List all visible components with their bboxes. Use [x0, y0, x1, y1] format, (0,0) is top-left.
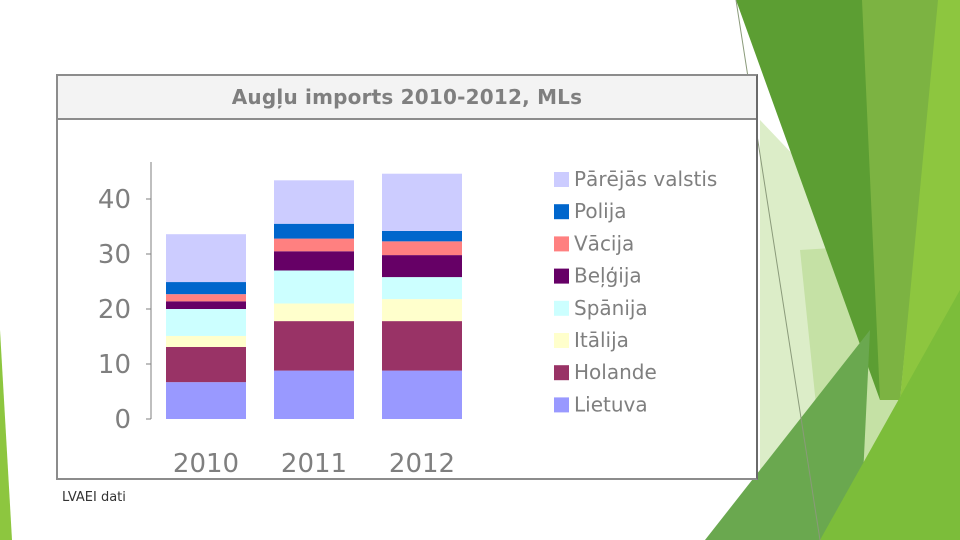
bar-segment — [166, 294, 246, 302]
bar-segment — [166, 309, 246, 336]
legend-swatch — [554, 365, 569, 381]
x-tick-label: 2012 — [389, 449, 455, 478]
bar-segment — [274, 321, 354, 371]
x-tick-label: 2010 — [173, 449, 239, 478]
bar-segment — [274, 238, 354, 252]
y-tick-label: 20 — [98, 295, 131, 325]
legend-swatch — [554, 397, 569, 413]
bar-segment — [382, 299, 462, 322]
legend-label: Itālija — [574, 328, 629, 352]
bar-segment — [166, 382, 246, 419]
bar-segment — [382, 370, 462, 419]
bar-segment — [382, 321, 462, 371]
olive-green-shape — [862, 0, 940, 400]
bar-segment — [274, 370, 354, 419]
chart-title: Augļu imports 2010-2012, MLs — [231, 85, 583, 109]
mid-green-shape — [705, 330, 870, 540]
y-tick-label: 40 — [98, 185, 131, 215]
bar-segment — [166, 301, 246, 309]
legend-swatch — [554, 204, 569, 220]
dark-green-shape — [736, 0, 895, 400]
chart-plot: 0 10 20 30 40 2010 2011 2012 Pārējās valstis Poli… — [98, 162, 717, 478]
bar-segment — [382, 277, 462, 300]
bar-segment — [274, 303, 354, 322]
bar-segment — [274, 270, 354, 304]
bar-segment — [166, 234, 246, 283]
x-tick-label: 2011 — [281, 449, 347, 478]
legend-label: Polija — [574, 199, 627, 223]
bar-segment — [274, 251, 354, 271]
legend-swatch — [554, 172, 569, 187]
bar-segment — [274, 180, 354, 224]
y-tick-label: 0 — [114, 405, 131, 435]
legend-swatch — [554, 236, 569, 252]
legend-swatch — [554, 300, 569, 316]
bar-segment — [166, 346, 246, 383]
legend-swatch — [554, 333, 569, 348]
legend-label: Beļģija — [574, 264, 642, 288]
chart-title-bar: Augļu imports 2010-2012, MLs — [58, 76, 756, 120]
legend-label: Lietuva — [574, 392, 648, 416]
legend-label: Spānija — [574, 296, 648, 320]
bar-segment — [382, 230, 462, 242]
bar-segment — [382, 173, 462, 231]
bar-segment — [166, 282, 246, 295]
bar-segment — [274, 223, 354, 239]
left-green-triangle — [0, 330, 12, 540]
legend-label: Holande — [574, 360, 657, 384]
y-tick-label: 30 — [98, 240, 131, 270]
legend-label: Pārējās valstis — [574, 167, 717, 191]
y-tick-label: 10 — [98, 350, 131, 380]
bar-segment — [382, 241, 462, 256]
bar-segment — [382, 255, 462, 278]
front-green-shape — [820, 290, 960, 540]
legend-label: Vācija — [574, 231, 634, 255]
chart-frame: 0 10 20 30 40 2010 2011 2012 Pārējās valstis Poli… — [56, 74, 758, 480]
legend-swatch — [554, 268, 569, 284]
bar-segment — [166, 335, 246, 347]
source-note: LVAEI dati — [62, 490, 126, 505]
